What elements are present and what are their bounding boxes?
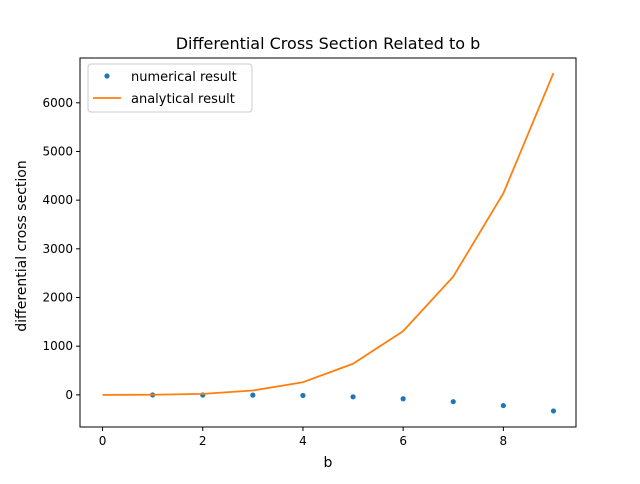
x-tick-label: 0	[99, 434, 107, 448]
legend-box	[87, 63, 253, 113]
y-tick-label: 5000	[42, 144, 73, 158]
data-point	[400, 396, 406, 402]
data-point	[350, 394, 356, 400]
x-tick-label: 2	[199, 434, 207, 448]
x-tick-label: 8	[500, 434, 508, 448]
y-tick-label: 0	[65, 388, 73, 402]
x-tick-label: 4	[299, 434, 307, 448]
data-point	[450, 399, 456, 405]
x-axis-label: b	[324, 455, 333, 471]
legend: numerical result analytical result	[87, 63, 253, 113]
y-tick-label: 3000	[42, 242, 73, 256]
data-point	[250, 392, 256, 398]
legend-label: analytical result	[131, 92, 235, 107]
series-line-analytical	[102, 72, 555, 396]
data-point	[500, 402, 506, 409]
axes-frame	[79, 57, 577, 428]
x-tick-label: 6	[399, 434, 407, 448]
y-axis-label: differential cross section	[14, 160, 30, 331]
data-point	[300, 392, 306, 399]
plot-area: 0 2 4 6 8 0 1000 2000 3000 4000 5000 6000	[42, 57, 577, 448]
y-tick-label: 4000	[42, 193, 73, 207]
legend-label: numerical result	[131, 70, 237, 85]
y-tick-label: 2000	[42, 291, 73, 305]
chart-title: Differential Cross Section Related to b	[176, 34, 481, 53]
y-tick-label: 1000	[42, 339, 73, 353]
legend-swatch-numerical	[104, 73, 110, 79]
y-tick-label: 6000	[42, 96, 73, 110]
data-point	[550, 408, 557, 414]
